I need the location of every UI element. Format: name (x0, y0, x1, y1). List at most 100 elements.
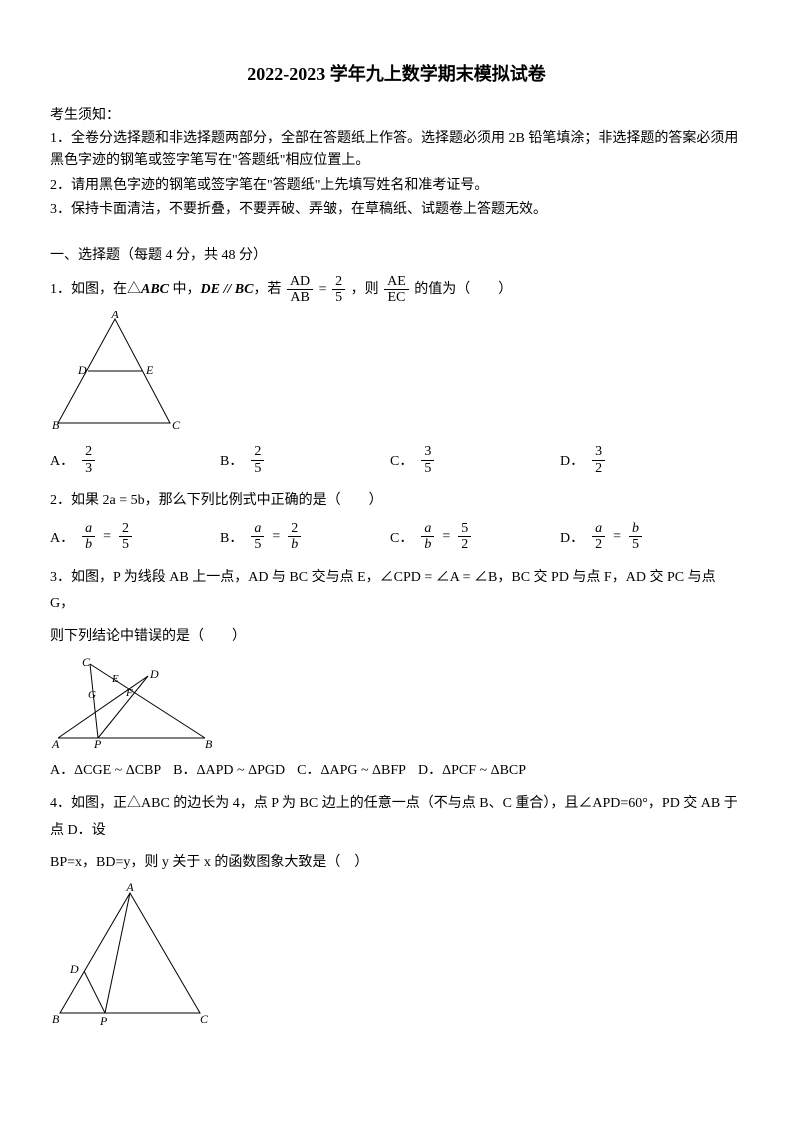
q3-label-f: F (125, 687, 133, 699)
q2-b-rd: b (288, 537, 301, 552)
question-4-line2: BP=x，BD=y，则 y 关于 x 的函数图象大致是（ ） (50, 850, 743, 877)
q3-opt-b: B．ΔAPD ~ ΔPGD (173, 759, 285, 779)
q2-b-ln: a (251, 521, 264, 537)
q1-label-c: C (172, 418, 181, 432)
q2-opt-c: C．ab = 52 (390, 521, 560, 553)
q1-triangle-svg: A B C D E (50, 311, 185, 436)
q3-opt-d: D．ΔPCF ~ ΔBCP (418, 759, 526, 779)
q3-d-lbl: D． (418, 763, 442, 778)
q1-d-d: 2 (592, 461, 605, 476)
q2-d-rn: b (629, 521, 642, 537)
q1-f2n: 2 (332, 274, 345, 290)
q3-label-d: D (149, 667, 159, 681)
q3-label-b: B (205, 737, 213, 751)
q1-f3d: EC (384, 290, 409, 305)
q1-opt-b: B．25 (220, 444, 390, 476)
q1-a-n: 2 (82, 444, 95, 460)
q1-opt-d-label: D． (560, 450, 584, 470)
q2-c-label: C． (390, 527, 413, 547)
q3-options: A．ΔCGE ~ ΔCBP B．ΔAPD ~ ΔPGD C．ΔAPG ~ ΔBF… (50, 759, 743, 779)
q3-c-lbl: C． (297, 763, 320, 778)
q4-label-d: D (69, 962, 79, 976)
q4-svg: A B C P D (50, 883, 215, 1028)
q1-label-d: D (77, 363, 87, 377)
q1-frac-1: ADAB (287, 274, 313, 306)
q2-d-ld: 2 (592, 537, 605, 552)
q1-frac-2: 25 (332, 274, 345, 306)
question-1: 1．如图，在△ABC 中，DE // BC，若 ADAB = 25 ，则 AEE… (50, 274, 743, 306)
q2-opt-b: B．a5 = 2b (220, 521, 390, 553)
q2-b-rn: 2 (288, 521, 301, 537)
q1-label-a: A (110, 311, 119, 321)
q2-a-rd: 5 (119, 537, 132, 552)
q3-a-text: ΔCGE ~ ΔCBP (74, 763, 161, 778)
q3-label-a: A (51, 737, 60, 751)
q1-text-4: ，则 (351, 282, 383, 297)
notice-3: 3．保持卡面清洁，不要折叠，不要弄破、弄皱，在草稿纸、试题卷上答题无效。 (50, 199, 743, 221)
q3-b-text: ΔAPD ~ ΔPGD (197, 763, 286, 778)
q1-opt-d: D． 32 (560, 444, 730, 476)
q2-b-label: B． (220, 527, 243, 547)
q2-a-ln: a (82, 521, 95, 537)
q3-label-c: C (82, 656, 91, 669)
q1-opt-b-label: B． (220, 450, 243, 470)
q3-label-p: P (93, 737, 102, 751)
q1-f1d: AB (287, 290, 313, 305)
q1-c-n: 3 (421, 444, 434, 460)
q1-label-b: B (52, 418, 60, 432)
q1-f3n: AE (384, 274, 409, 290)
q1-figure: A B C D E (50, 311, 743, 436)
page-title: 2022-2023 学年九上数学期末模拟试卷 (50, 60, 743, 86)
q1-opt-a-label: A． (50, 450, 74, 470)
q1-opt-c-label: C． (390, 450, 413, 470)
question-2: 2．如果 2a = 5b，那么下列比例式中正确的是（ ） (50, 488, 743, 515)
q1-opt-c: C． 35 (390, 444, 560, 476)
q4-label-c: C (200, 1012, 209, 1026)
q1-text-1: 1．如图，在△ (50, 282, 141, 297)
notice-2: 2．请用黑色字迹的钢笔或签字笔在"答题纸"上先填写姓名和准考证号。 (50, 175, 743, 197)
q2-a-label: A． (50, 527, 74, 547)
q2-d-rd: 5 (629, 537, 642, 552)
q3-figure: A B P C D E F G (50, 656, 743, 751)
q4-label-b: B (52, 1012, 60, 1026)
q3-label-g: G (88, 689, 96, 701)
q1-bc: BC (235, 282, 254, 297)
q1-f1n: AD (287, 274, 313, 290)
q3-a-lbl: A． (50, 763, 74, 778)
q1-options: A．23 B．25 C．35 D．32 (50, 444, 743, 476)
q1-d-n: 3 (592, 444, 605, 460)
q1-b-d: 5 (251, 461, 264, 476)
question-4: 4．如图，正△ABC 的边长为 4，点 P 为 BC 边上的任意一点（不与点 B… (50, 791, 743, 844)
q1-frac-3: AEEC (384, 274, 409, 306)
notice-heading: 考生须知： (50, 104, 743, 124)
q4-figure: A B C P D (50, 883, 743, 1028)
q3-opt-c: C．ΔAPG ~ ΔBFP (297, 759, 406, 779)
q1-par: // (220, 282, 235, 297)
q2-d-ln: a (592, 521, 605, 537)
q1-a-d: 3 (82, 461, 95, 476)
q2-c-rd: 2 (458, 537, 471, 552)
q3-label-e: E (111, 673, 119, 685)
q2-a-rn: 2 (119, 521, 132, 537)
question-3: 3．如图，P 为线段 AB 上一点，AD 与 BC 交与点 E，∠CPD = ∠… (50, 565, 743, 618)
q3-d-text: ΔPCF ~ ΔBCP (442, 763, 526, 778)
q4-label-a: A (125, 883, 134, 894)
q1-c-d: 5 (421, 461, 434, 476)
q1-f2d: 5 (332, 290, 345, 305)
q2-opt-d: D．a2 = b5 (560, 521, 730, 553)
q1-tail: 的值为（ ） (414, 282, 512, 297)
section-1-heading: 一、选择题（每题 4 分，共 48 分） (50, 244, 743, 264)
q2-c-rn: 5 (458, 521, 471, 537)
q3-c-text: ΔAPG ~ ΔBFP (320, 763, 406, 778)
q3-opt-a: A．ΔCGE ~ ΔCBP (50, 759, 161, 779)
q3-b-lbl: B． (173, 763, 196, 778)
q2-b-ld: 5 (251, 537, 264, 552)
q1-opt-a: A． 23 (50, 444, 220, 476)
q2-opt-a: A．ab = 25 (50, 521, 220, 553)
q4-label-p: P (99, 1014, 108, 1028)
question-3-line2: 则下列结论中错误的是（ ） (50, 624, 743, 651)
q3-svg: A B P C D E F G (50, 656, 220, 751)
q1-text-2: 中， (169, 282, 201, 297)
q2-a-ld: b (82, 537, 95, 552)
q2-c-ld: b (421, 537, 434, 552)
